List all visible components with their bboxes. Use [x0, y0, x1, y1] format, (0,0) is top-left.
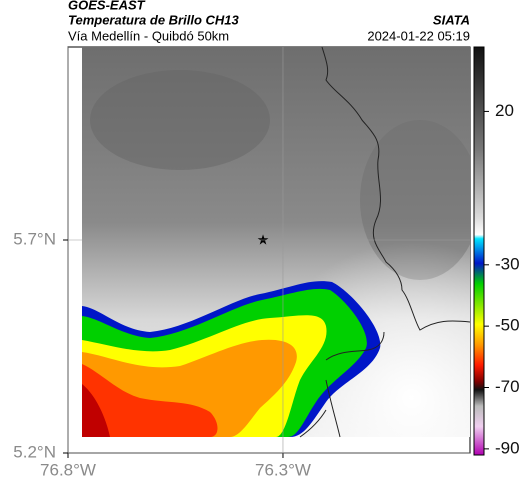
x-tick-label: 76.8°W [40, 460, 96, 479]
borders [299, 46, 471, 438]
colorbar-label: -50 [495, 316, 520, 335]
colorbar-label: -90 [495, 438, 520, 457]
x-tick-label: 76.3°W [255, 460, 311, 479]
colorbar-label: -70 [495, 377, 520, 396]
satellite: GOES-EAST [68, 0, 146, 12]
region: Vía Medellín - Quibdó 50km [68, 28, 229, 43]
colorbar-label: 20 [495, 101, 514, 120]
y-tick-label: 5.7°N [13, 229, 56, 248]
axes: 76.8°W 76.3°W 5.2°N 5.7°N 20 -30 -50 -70 -90 [13, 47, 520, 479]
product: Temperatura de Brillo CH13 [68, 12, 240, 27]
colorbar [473, 46, 485, 456]
y-tick-label: 5.2°N [13, 442, 56, 461]
imagery [82, 47, 470, 437]
source: SIATA [433, 12, 470, 27]
colorbar-label: -30 [495, 254, 520, 273]
timestamp: 2024-01-22 05:19 [367, 28, 470, 43]
